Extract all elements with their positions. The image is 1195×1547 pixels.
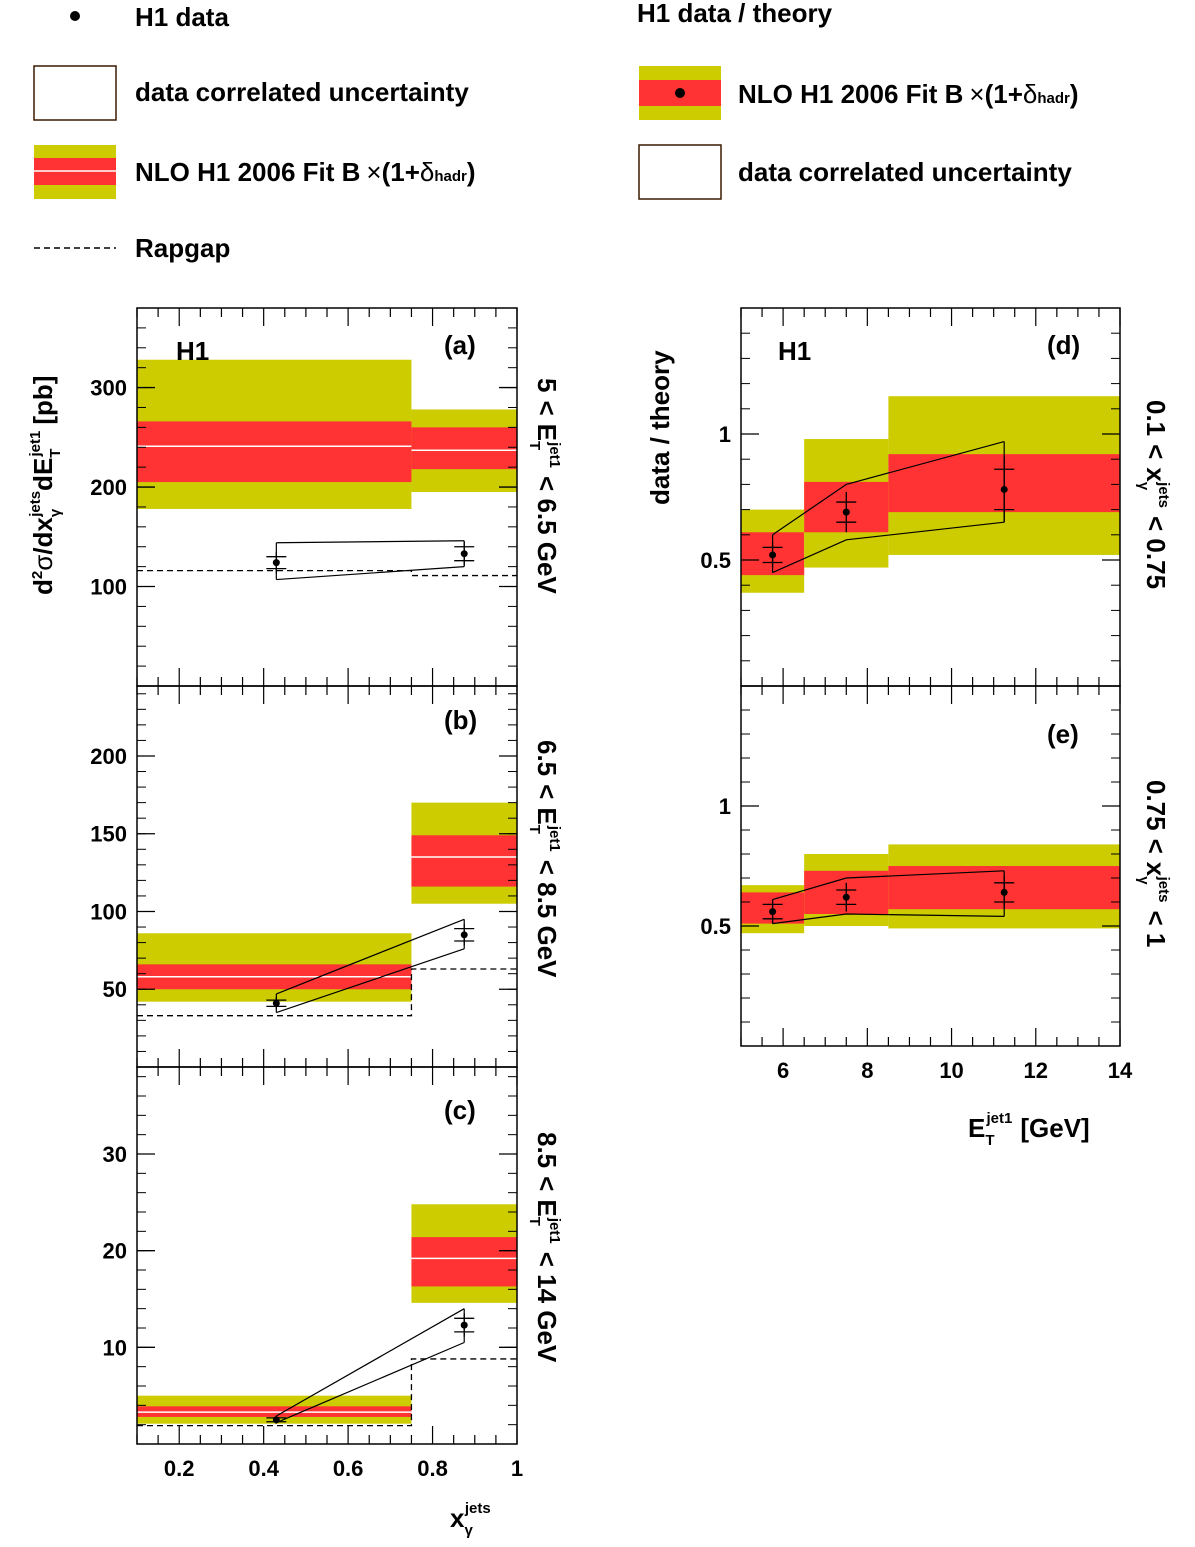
panel-d-tag: (d) [1047, 330, 1080, 360]
corr-unc-upper [276, 918, 465, 995]
data-point [460, 931, 468, 939]
data-point [272, 999, 280, 1007]
data-point [769, 908, 777, 916]
rapgap-line [137, 569, 517, 577]
corr-unc-upper [772, 870, 1005, 901]
left-x-axis-label: xγjets [450, 1500, 491, 1539]
legend-corr-unc-label: data correlated uncertainty [135, 77, 469, 107]
left-y-axis-label: d2σ/dxγjetsdETjet1[pb] [27, 376, 64, 595]
x-tick-label: 14 [1108, 1058, 1133, 1083]
x-tick-label: 0.2 [164, 1456, 195, 1481]
panel-a-tag: (a) [444, 330, 476, 360]
panel-e-tag: (e) [1047, 719, 1079, 749]
panel-c-range-label: 8.5<ET jet1< 14 GeV [526, 1132, 563, 1363]
legend-rapgap-label: Rapgap [135, 233, 230, 263]
panel-e: 0.5 1 6 8 10 12 14 [700, 685, 1133, 1083]
legend-ratio-corr-unc-swatch [638, 144, 722, 200]
x-tick-label: 8 [861, 1058, 873, 1083]
y-tick-label: 10 [103, 1335, 127, 1360]
panel-b: 50 100 150 200 [90, 685, 518, 1068]
panel-d-range-label: 0.1<xγ jets< 0.75 [1135, 400, 1172, 589]
legend-ratio-nlo-swatch [639, 66, 721, 120]
x-tick-label: 0.8 [417, 1456, 448, 1481]
legend-h1-data-label: H1 data [135, 2, 229, 32]
panel-d-h1-label: H1 [778, 336, 811, 366]
panel-c: 10 20 30 0.2 0.4 0.6 0.8 1 [103, 1066, 523, 1481]
y-tick-label: 100 [90, 899, 127, 924]
y-tick-label: 200 [90, 744, 127, 769]
x-tick-label: 6 [777, 1058, 789, 1083]
panel-a-range-label: 5<ET jet1< 6.5 GeV [526, 378, 563, 594]
legend-right: H1 data / theory NLO H1 2006 Fit B ×(1+δh… [637, 0, 1079, 200]
panel-b-range-label: 6.5<ET jet1< 8.5 GeV [526, 740, 563, 978]
corr-unc-upper [772, 440, 1005, 536]
data-point [842, 893, 850, 901]
y-tick-label: 50 [103, 977, 127, 1002]
data-point [460, 1321, 468, 1329]
legend-left: H1 data data correlated uncertainty NLO … [33, 2, 476, 263]
y-tick-label: 0.5 [700, 548, 731, 573]
legend-nlo-swatch [34, 145, 116, 199]
corr-unc-upper [276, 540, 465, 544]
y-tick-label: 30 [103, 1142, 127, 1167]
panel-a: 100 200 300 [90, 307, 518, 687]
x-tick-label: 0.4 [248, 1456, 279, 1481]
data-point [1000, 888, 1008, 896]
y-tick-label: 300 [90, 376, 127, 401]
y-tick-label: 1 [719, 794, 731, 819]
legend-ratio-nlo-label: NLO H1 2006 Fit B ×(1+δhadr) [738, 79, 1079, 109]
y-tick-label: 150 [90, 822, 127, 847]
data-point [769, 551, 777, 559]
x-tick-label: 12 [1024, 1058, 1048, 1083]
corr-unc-lower [276, 1341, 465, 1424]
corr-unc-lower [276, 948, 465, 1014]
corr-unc-upper [276, 1308, 465, 1417]
right-x-axis-label: ETjet1 [GeV] [968, 1110, 1090, 1149]
y-tick-label: 20 [103, 1239, 127, 1264]
theory-inner-band [411, 427, 517, 470]
panel-c-tag: (c) [444, 1095, 476, 1125]
theory-inner-band [137, 421, 412, 483]
legend-h1-data-marker [70, 11, 80, 21]
theory-inner-band [411, 835, 517, 887]
legend-nlo-label: NLO H1 2006 Fit B ×(1+δhadr) [135, 157, 476, 187]
y-tick-label: 100 [90, 575, 127, 600]
panel-a-h1-label: H1 [176, 336, 209, 366]
data-point [460, 550, 468, 558]
panel-b-tag: (b) [444, 705, 477, 735]
panel-e-range-label: 0.75<xγ jets< 1 [1135, 780, 1172, 947]
y-tick-label: 200 [90, 475, 127, 500]
data-point [272, 1416, 280, 1424]
legend-ratio-corr-unc-label: data correlated uncertainty [738, 157, 1072, 187]
data-point [272, 559, 280, 567]
corr-unc-lower [772, 913, 1005, 925]
corr-unc-lower [772, 521, 1005, 574]
data-point [842, 508, 850, 516]
legend-corr-unc-swatch [33, 65, 117, 121]
corr-unc-lower [276, 566, 465, 581]
data-point [1000, 485, 1008, 493]
panel-d: 0.51 [700, 307, 1121, 687]
x-tick-label: 0.6 [333, 1456, 364, 1481]
y-tick-label: 0.5 [700, 914, 731, 939]
theory-inner-band [411, 1237, 517, 1287]
x-tick-label: 1 [511, 1456, 523, 1481]
right-y-axis-label: data / theory [645, 350, 675, 505]
legend-right-title: H1 data / theory [637, 0, 833, 28]
y-tick-label: 1 [719, 422, 731, 447]
x-tick-label: 10 [939, 1058, 963, 1083]
rapgap-line [137, 1358, 517, 1427]
rapgap-line [137, 968, 517, 1017]
